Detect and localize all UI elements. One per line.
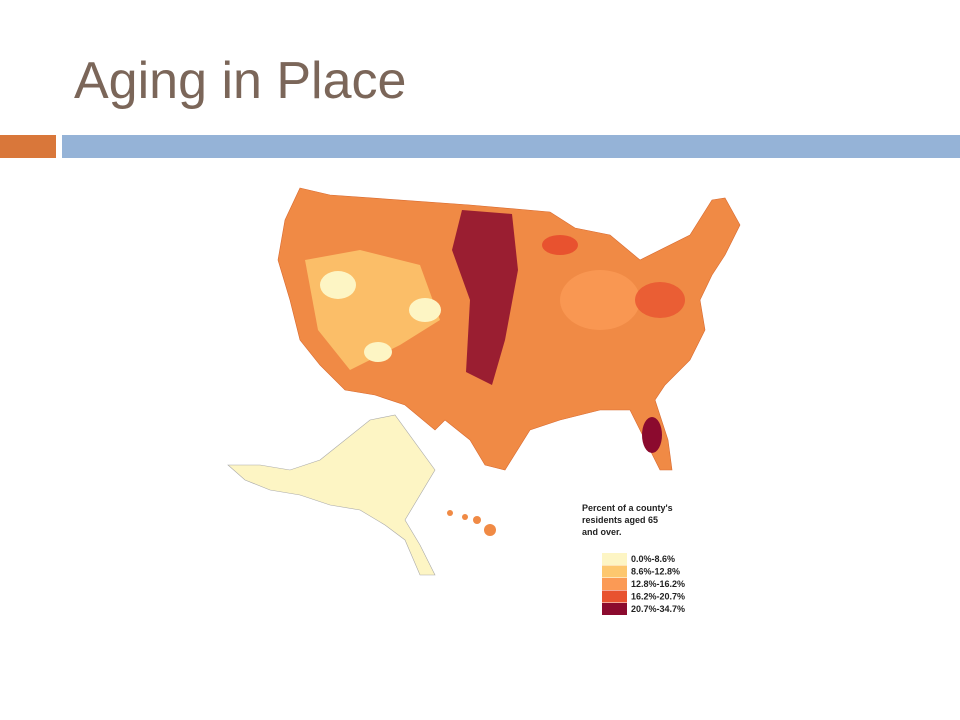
- accent-bar: [0, 135, 56, 158]
- legend-label: 8.6%-12.8%: [631, 567, 680, 577]
- legend-title: residents aged 65: [582, 515, 658, 525]
- midwest-area: [542, 235, 578, 255]
- pale-area: [409, 298, 441, 322]
- legend-label: 16.2%-20.7%: [631, 592, 685, 602]
- legend-label: 20.7%-34.7%: [631, 604, 685, 614]
- legend: Percent of a county's residents aged 65 an…: [582, 503, 685, 615]
- east-area: [635, 282, 685, 318]
- legend-swatch: [602, 603, 627, 615]
- legend-swatch: [602, 590, 627, 603]
- us-map: [227, 187, 741, 576]
- legend-label: 12.8%-16.2%: [631, 579, 685, 589]
- header-bar: [62, 135, 960, 158]
- legend-title: and over.: [582, 527, 622, 537]
- legend-swatch: [602, 553, 627, 565]
- slide-title: Aging in Place: [74, 52, 406, 110]
- legend-swatch: [602, 578, 627, 590]
- pale-area: [364, 342, 392, 362]
- pale-area: [320, 271, 356, 299]
- legend-label: 0.0%-8.6%: [631, 554, 675, 564]
- hawaii: [447, 510, 496, 536]
- florida-area: [642, 417, 662, 453]
- alaska: [227, 414, 436, 576]
- plains-region: [452, 210, 518, 385]
- legend-title: Percent of a county's: [582, 503, 673, 513]
- legend-swatch: [602, 565, 627, 578]
- east-area: [560, 270, 640, 330]
